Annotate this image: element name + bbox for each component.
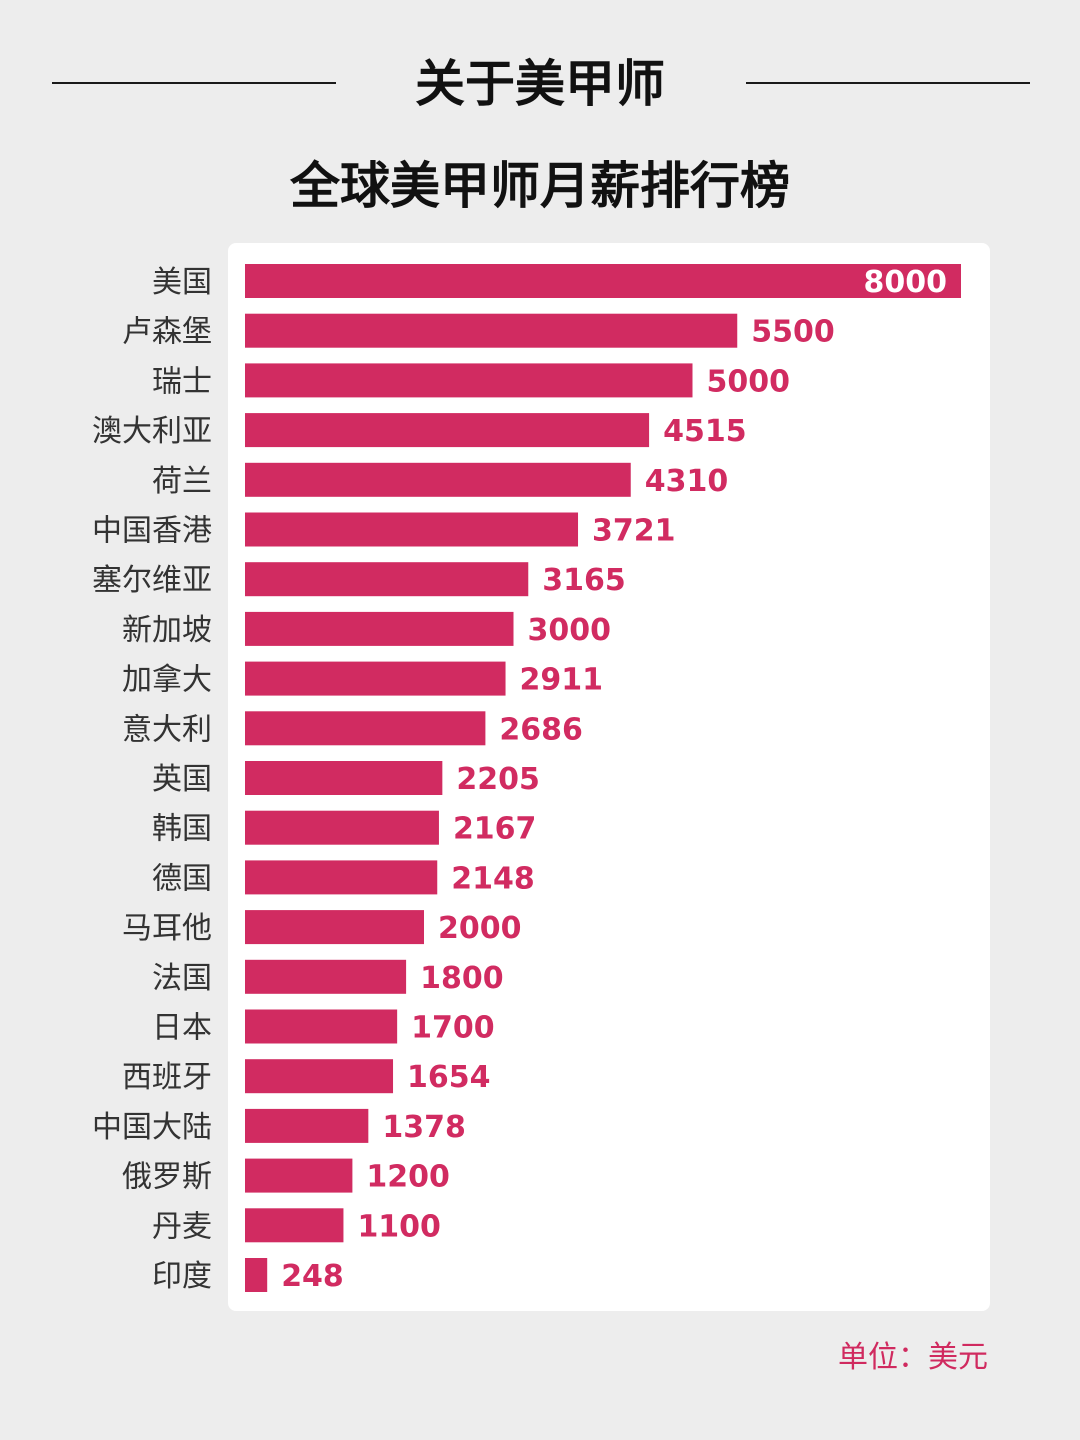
value-label: 4515 (663, 414, 747, 449)
category-label: 中国香港 (92, 514, 212, 549)
bar (245, 1158, 353, 1193)
category-label: 新加坡 (122, 613, 212, 648)
value-label: 2686 (499, 712, 582, 747)
bar (245, 413, 650, 448)
bar (245, 910, 424, 945)
category-label: 日本 (152, 1011, 212, 1046)
page-title: 关于美甲师 (415, 55, 665, 113)
category-label: 马耳他 (122, 911, 212, 946)
value-label: 5500 (751, 315, 835, 350)
category-label: 俄罗斯 (122, 1160, 212, 1195)
value-label: 1654 (407, 1060, 491, 1095)
value-label: 1700 (411, 1011, 495, 1046)
value-label: 1100 (357, 1209, 441, 1244)
value-label: 2148 (451, 861, 534, 896)
value-label: 4310 (645, 464, 729, 499)
value-label: 1800 (420, 961, 504, 996)
bar (245, 313, 738, 348)
bar (245, 264, 961, 298)
bar (245, 860, 438, 895)
title-rule-left (52, 82, 336, 84)
bar (245, 1059, 394, 1094)
category-label: 西班牙 (122, 1060, 212, 1095)
value-label: 5000 (707, 364, 791, 399)
category-label: 澳大利亚 (92, 414, 212, 449)
bar (245, 562, 529, 597)
value-label: 3000 (528, 613, 612, 648)
bar (245, 611, 514, 646)
category-label: 加拿大 (122, 663, 212, 698)
category-label: 中国大陆 (92, 1110, 212, 1145)
bar (245, 1208, 344, 1243)
category-label: 印度 (152, 1259, 212, 1294)
value-label: 1378 (382, 1110, 466, 1145)
category-label: 丹麦 (152, 1209, 212, 1244)
bar (245, 1258, 268, 1292)
value-label: 3721 (592, 514, 676, 549)
bar (245, 711, 486, 746)
bar (245, 1108, 369, 1143)
category-label: 意大利 (122, 712, 212, 747)
category-label: 荷兰 (152, 464, 212, 499)
value-label: 1200 (366, 1160, 450, 1195)
chart-title: 全球美甲师月薪排行榜 (290, 157, 790, 215)
category-label: 塞尔维亚 (92, 563, 212, 598)
value-label: 248 (281, 1259, 344, 1294)
value-label: 2000 (438, 911, 522, 946)
category-label: 瑞士 (152, 364, 212, 399)
value-label: 2167 (453, 812, 537, 847)
title-rule-right (746, 82, 1030, 84)
category-label: 韩国 (152, 812, 212, 847)
category-label: 美国 (152, 265, 212, 300)
value-label: 3165 (542, 563, 626, 598)
category-label: 卢森堡 (122, 315, 212, 350)
value-label: 2911 (520, 663, 604, 698)
bar (245, 462, 631, 497)
category-label: 德国 (152, 861, 212, 896)
category-label: 法国 (152, 961, 212, 996)
unit-note: 单位：美元 (838, 1340, 988, 1375)
bar (245, 810, 439, 845)
bar (245, 512, 579, 547)
bar (245, 761, 443, 795)
bar (245, 959, 407, 994)
value-label: 8000 (864, 265, 948, 300)
bar (245, 363, 693, 398)
bar (245, 661, 506, 696)
category-label: 英国 (152, 762, 212, 797)
value-label: 2205 (456, 762, 540, 797)
bar (245, 1009, 398, 1044)
